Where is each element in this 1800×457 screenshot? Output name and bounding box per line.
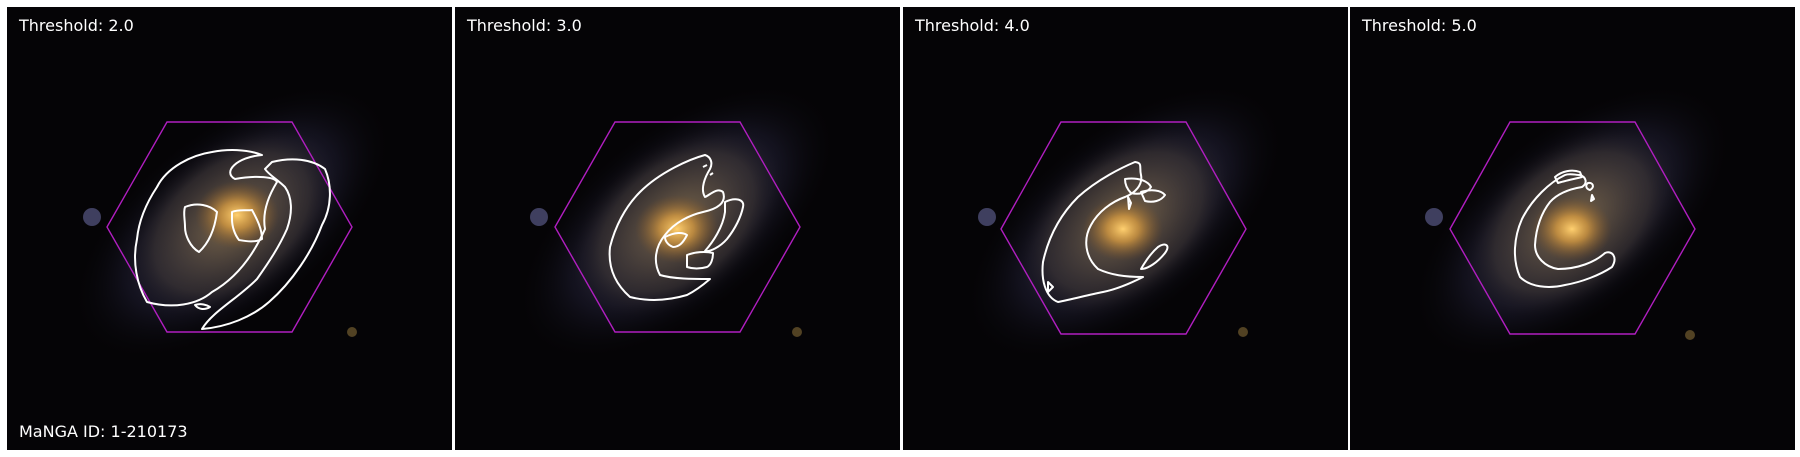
manga-id-label: MaNGA ID: 1-210173 [19,422,188,441]
galaxy [1411,83,1733,361]
contours [1041,161,1169,303]
panel-title: Threshold: 4.0 [915,16,1030,35]
panel-threshold-4: Threshold: 4.0 [903,7,1348,450]
panel-title: Threshold: 5.0 [1362,16,1477,35]
galaxy [516,83,838,361]
ifu-hexagon [1449,121,1696,335]
galaxy-image [964,83,1286,361]
panel-threshold-3: Threshold: 3.0 [455,7,900,450]
galaxy-image [1411,83,1733,361]
panel-threshold-5: Threshold: 5.0 [1350,7,1795,450]
galaxy-image [516,83,838,361]
contours [608,154,745,301]
panel-threshold-2: Threshold: 2.0 MaNGA ID: 1-210173 [7,7,452,450]
panel-title: Threshold: 3.0 [467,16,582,35]
contours [1514,169,1616,288]
galaxy-image [71,83,393,361]
ifu-hexagon [1000,121,1247,335]
contours [134,149,331,330]
ifu-hexagon [554,121,801,333]
galaxy [964,83,1286,361]
panel-title: Threshold: 2.0 [19,16,134,35]
ifu-hexagon [106,121,353,333]
